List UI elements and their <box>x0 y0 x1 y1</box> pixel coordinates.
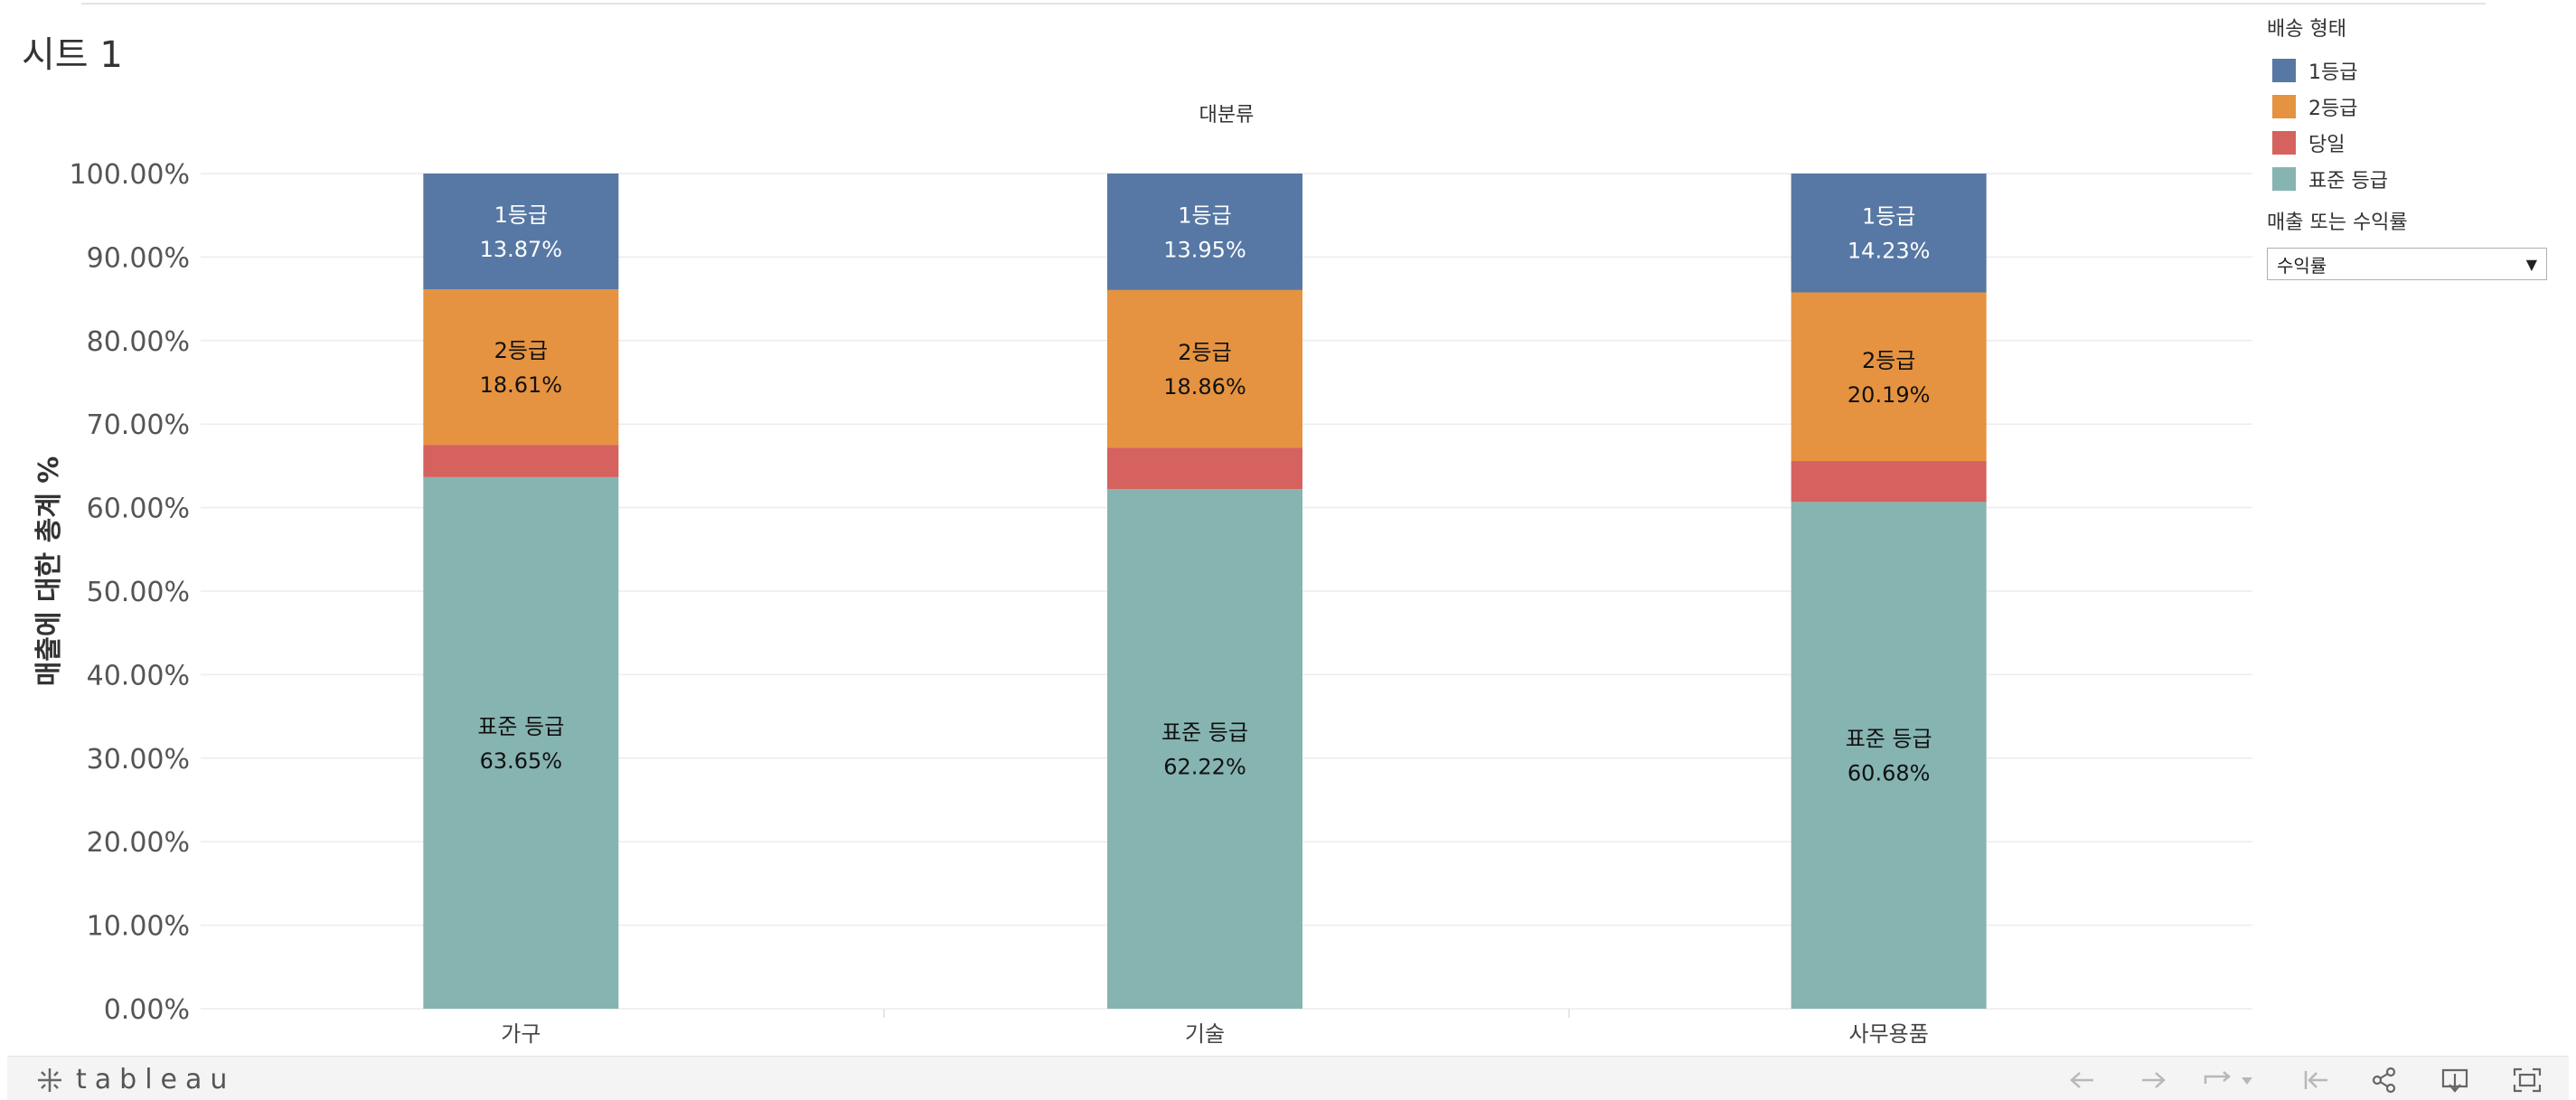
segment-series-label: 표준 등급 <box>1846 727 1932 752</box>
legend-title: 배송 형태 <box>2267 18 2346 41</box>
parameter-title: 매출 또는 수익률 <box>2267 212 2408 234</box>
revert-button[interactable] <box>2200 1067 2263 1093</box>
y-tick-label: 90.00% <box>87 242 190 274</box>
legend-label: 표준 등급 <box>2308 170 2388 193</box>
segment-value-label: 18.61% <box>480 372 563 398</box>
segment-series-label: 표준 등급 <box>477 714 564 739</box>
y-tick-label: 10.00% <box>87 911 190 943</box>
parameter-dropdown[interactable]: 수익률 ▼ <box>2267 248 2547 280</box>
segment-value-label: 20.19% <box>1847 382 1931 408</box>
segment-value-label: 14.23% <box>1847 239 1931 264</box>
bar-segment <box>1107 174 1302 290</box>
chart-title: 대분류 <box>1199 104 1255 127</box>
revert-icon <box>2204 1071 2252 1085</box>
y-tick-label: 20.00% <box>87 827 190 859</box>
segment-value-label: 13.95% <box>1163 237 1246 262</box>
bar-segment <box>1791 174 1987 293</box>
bar-segment <box>1107 289 1302 448</box>
tableau-logo[interactable]: tableau <box>34 1064 235 1095</box>
x-category-label: 사무용품 <box>1849 1021 1929 1047</box>
reset-button[interactable] <box>2298 1067 2334 1093</box>
undo-button[interactable] <box>2064 1067 2101 1093</box>
legend-swatch <box>2272 95 2296 118</box>
legend-label: 1등급 <box>2308 61 2358 84</box>
y-tick-label: 50.00% <box>87 577 190 608</box>
arrow-left-icon <box>2070 1072 2093 1088</box>
y-tick-label: 80.00% <box>87 326 190 358</box>
caret-down-icon: ▼ <box>2525 255 2537 273</box>
top-rule <box>81 3 2486 5</box>
legend-item[interactable]: 표준 등급 <box>2267 161 2556 197</box>
y-tick-label: 0.00% <box>104 994 190 1026</box>
legend-label: 당일 <box>2308 134 2346 156</box>
fullscreen-button[interactable] <box>2509 1067 2545 1093</box>
sheet-title: 시트 1 <box>22 34 123 76</box>
segment-series-label: 1등급 <box>1178 202 1231 228</box>
y-tick-label: 70.00% <box>87 409 190 441</box>
download-button[interactable] <box>2437 1067 2473 1093</box>
y-tick-label: 30.00% <box>87 744 190 776</box>
fullscreen-icon <box>2513 1067 2542 1093</box>
legend-item[interactable]: 1등급 <box>2267 52 2556 89</box>
skip-back-icon <box>2304 1071 2327 1089</box>
bar-segment <box>423 445 619 477</box>
segment-value-label: 62.22% <box>1163 755 1246 780</box>
segment-series-label: 2등급 <box>1178 340 1231 365</box>
bar-segment <box>1791 461 1987 503</box>
bar-segment <box>423 476 619 1009</box>
segment-series-label: 2등급 <box>1862 348 1915 373</box>
bar-segment <box>1791 502 1987 1009</box>
axes: 0.00% 10.00% 20.00% 30.00% 40.00% 50.00% 60.00… <box>33 104 1929 1047</box>
bar-segment <box>1107 489 1302 1009</box>
legend-label: 2등급 <box>2308 98 2358 120</box>
segment-value-label: 63.65% <box>480 748 563 774</box>
stacked-bar-chart: 표준 등급 63.65% 2등급 18.61% 1등급 13.87% 표준 등급 62.22%… <box>33 104 2252 1047</box>
bars: 표준 등급 63.65% 2등급 18.61% 1등급 13.87% 표준 등급 62.22%… <box>423 174 1987 1009</box>
segment-series-label: 표준 등급 <box>1161 720 1248 746</box>
y-tick-label: 100.00% <box>70 159 190 191</box>
x-category-label: 기술 <box>1185 1021 1225 1047</box>
y-tick-label: 40.00% <box>87 660 190 691</box>
legend-swatch <box>2272 167 2296 191</box>
y-tick-label: 60.00% <box>87 494 190 525</box>
y-axis-label: 매출에 대한 총계 % <box>33 456 65 687</box>
parameter-control: 매출 또는 수익률 수익률 ▼ <box>2267 206 2552 280</box>
legend-item[interactable]: 2등급 <box>2267 89 2556 125</box>
arrow-right-icon <box>2142 1072 2166 1088</box>
tableau-cross-icon <box>38 1067 61 1092</box>
parameter-value: 수익률 <box>2277 254 2327 277</box>
segment-value-label: 13.87% <box>480 237 563 262</box>
segment-value-label: 60.68% <box>1847 761 1931 786</box>
segment-series-label: 1등급 <box>494 202 548 228</box>
share-button[interactable] <box>2366 1067 2402 1094</box>
segment-series-label: 1등급 <box>1862 204 1915 230</box>
download-icon <box>2441 1068 2468 1093</box>
share-icon <box>2372 1067 2396 1094</box>
legend-item[interactable]: 당일 <box>2267 125 2556 161</box>
bar-segment <box>423 289 619 446</box>
legend-swatch <box>2272 131 2296 155</box>
redo-button[interactable] <box>2135 1067 2171 1093</box>
segment-series-label: 2등급 <box>494 338 548 363</box>
segment-value-label: 18.86% <box>1163 374 1246 400</box>
bar-segment <box>1791 292 1987 462</box>
legend-swatch <box>2272 59 2296 82</box>
tableau-wordmark: tableau <box>76 1064 236 1095</box>
bar-segment <box>423 174 619 290</box>
footer-toolbar: tableau <box>7 1056 2569 1100</box>
bar-segment <box>1107 447 1302 490</box>
x-category-label: 가구 <box>501 1021 541 1047</box>
